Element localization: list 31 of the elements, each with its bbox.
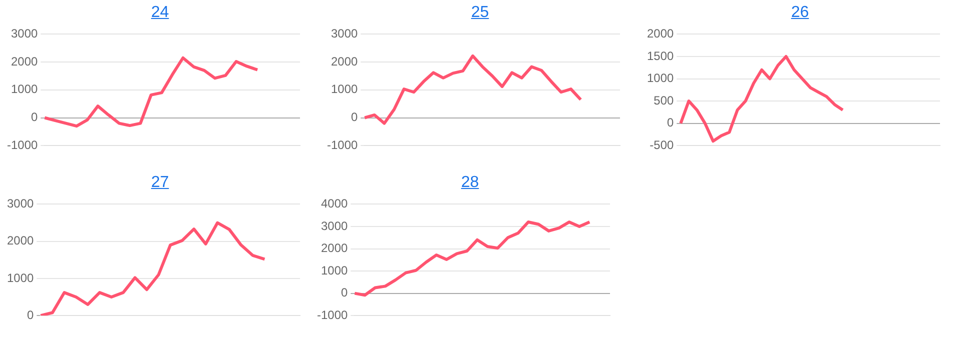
y-tick-label: 0 <box>351 110 358 124</box>
y-tick-label: 1000 <box>646 71 674 86</box>
y-tick-label: 500 <box>654 93 674 108</box>
y-tick-label: 3000 <box>6 196 34 211</box>
chart-title: 25 <box>470 3 490 23</box>
chart-title: 24 <box>150 3 170 23</box>
y-tick-label: -1000 <box>326 138 358 152</box>
y-tick-label: 3000 <box>10 26 38 41</box>
y-tick-label: 2000 <box>10 54 38 68</box>
y-tick-label: 1500 <box>646 48 674 63</box>
y-tick-label: 1000 <box>10 82 38 96</box>
y-tick-label: 0 <box>31 110 38 124</box>
y-tick-label: 0 <box>667 116 674 130</box>
y-tick-label: -500 <box>650 138 674 152</box>
chart-title: 26 <box>790 3 810 23</box>
chart-title: 27 <box>150 173 170 193</box>
y-tick-label: 3000 <box>320 218 348 233</box>
y-tick-label: 2000 <box>320 241 348 256</box>
y-tick-label: 0 <box>341 286 348 300</box>
y-tick-label: 0 <box>27 308 34 322</box>
y-tick-label: -1000 <box>6 138 38 152</box>
y-tick-label: 2000 <box>6 234 34 248</box>
chart-title: 28 <box>460 173 480 193</box>
y-tick-label: 2000 <box>330 54 358 68</box>
y-tick-label: 1000 <box>6 270 34 285</box>
y-tick-label: 1000 <box>330 82 358 96</box>
y-tick-label: -1000 <box>316 308 348 322</box>
y-tick-label: 4000 <box>320 196 348 211</box>
y-tick-label: 2000 <box>646 26 674 41</box>
y-tick-label: 1000 <box>320 263 348 278</box>
y-tick-label: 3000 <box>330 26 358 41</box>
